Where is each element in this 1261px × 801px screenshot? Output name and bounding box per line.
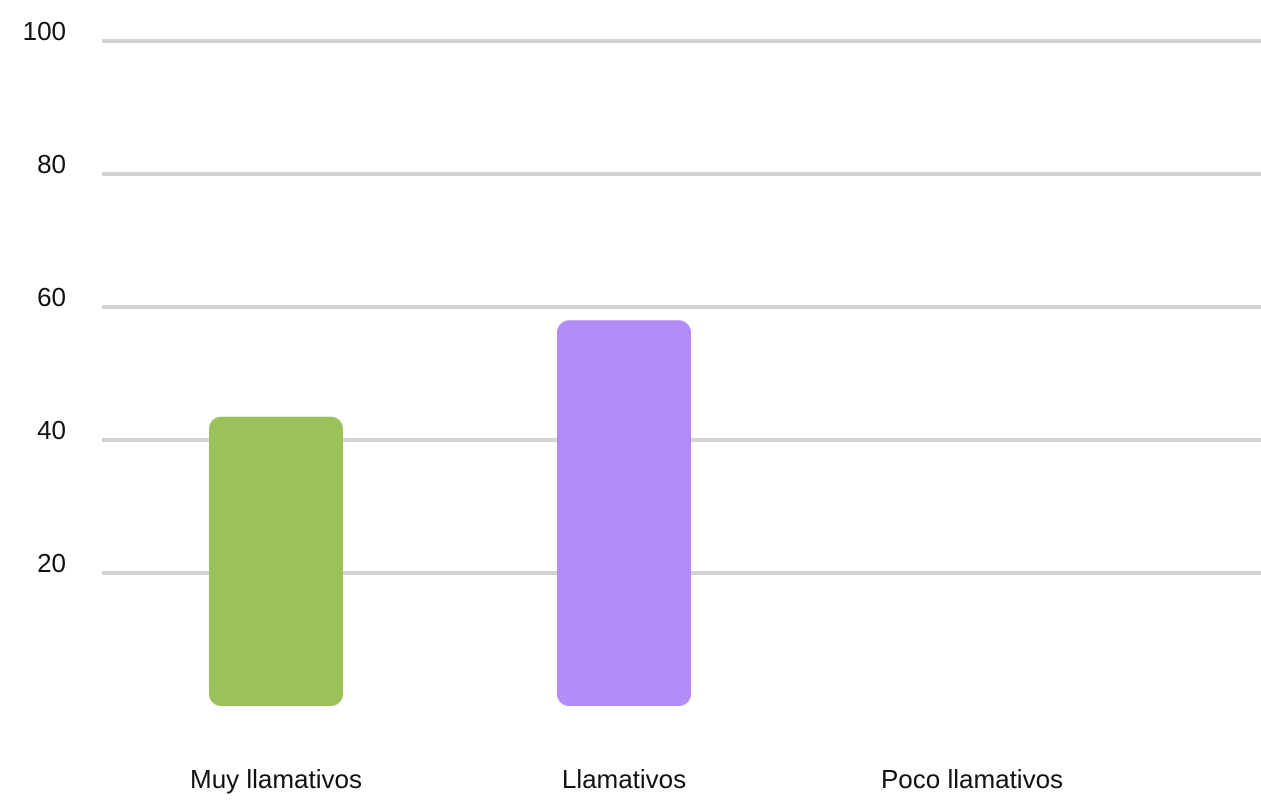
y-tick-label: 80	[37, 149, 66, 179]
x-tick-label: Llamativos	[562, 764, 686, 794]
x-tick-label: Poco llamativos	[881, 764, 1063, 794]
x-tick-label: Muy llamativos	[190, 764, 362, 794]
y-tick-label: 100	[23, 16, 66, 46]
bar	[557, 320, 691, 706]
y-tick-label: 20	[37, 548, 66, 578]
bar	[209, 416, 343, 706]
y-tick-label: 60	[37, 282, 66, 312]
y-tick-label: 40	[37, 415, 66, 445]
